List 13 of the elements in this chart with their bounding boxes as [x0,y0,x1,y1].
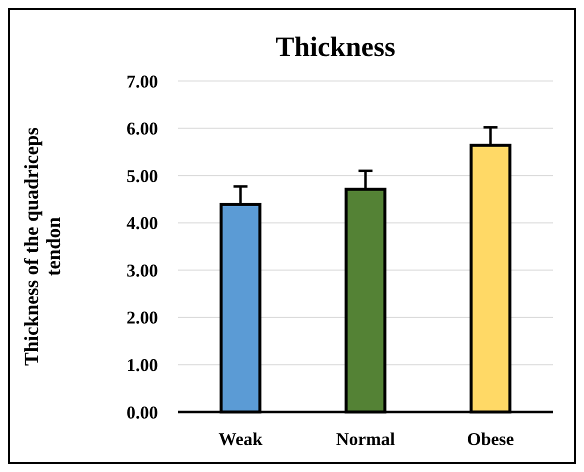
y-tick-label: 0.00 [126,402,158,422]
y-tick-label: 7.00 [126,71,158,92]
x-tick-label: Weak [218,429,263,449]
y-tick-label: 6.00 [126,118,158,139]
y-tick-label: 1.00 [126,355,158,376]
x-tick-label: Normal [336,429,395,449]
y-tick-label: 5.00 [126,166,158,186]
y-tick-label: 2.00 [126,308,158,328]
chart-title: Thickness [276,32,396,63]
y-axis-title: Thickness of the quadriceps tendon [21,127,65,366]
y-tick-label: 3.00 [126,260,158,280]
y-tick-label: 4.00 [126,213,158,234]
x-tick-label: Obese [467,429,514,449]
